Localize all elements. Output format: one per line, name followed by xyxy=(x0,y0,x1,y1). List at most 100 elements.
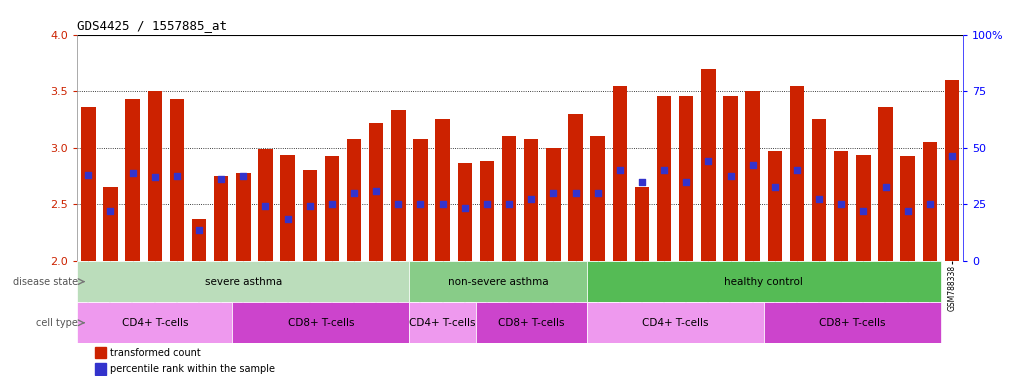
Point xyxy=(125,170,141,176)
Point xyxy=(80,172,97,178)
Bar xyxy=(634,187,649,261)
Bar xyxy=(587,302,764,343)
Point xyxy=(102,208,118,214)
Bar xyxy=(746,91,760,261)
Bar xyxy=(214,176,229,261)
Point xyxy=(568,190,584,196)
Point xyxy=(501,201,517,207)
Point xyxy=(766,184,783,190)
Bar xyxy=(679,96,693,261)
Bar xyxy=(476,302,587,343)
Point xyxy=(456,205,473,211)
Point xyxy=(922,201,938,207)
Bar xyxy=(900,156,915,261)
Text: cell type: cell type xyxy=(36,318,77,328)
Point xyxy=(612,167,628,174)
Text: non-severe asthma: non-severe asthma xyxy=(448,276,548,286)
Bar xyxy=(347,139,362,261)
Point xyxy=(346,190,363,196)
Bar xyxy=(856,155,870,261)
Bar xyxy=(81,107,96,261)
Bar xyxy=(436,119,450,261)
Point xyxy=(169,173,185,179)
Text: disease state: disease state xyxy=(12,276,77,286)
Bar xyxy=(147,91,162,261)
Point xyxy=(368,188,384,194)
Point xyxy=(633,179,650,185)
Bar xyxy=(524,139,539,261)
Bar xyxy=(764,302,941,343)
Point xyxy=(235,173,251,179)
Bar xyxy=(369,123,383,261)
Point xyxy=(302,202,318,209)
Text: CD4+ T-cells: CD4+ T-cells xyxy=(409,318,476,328)
Point xyxy=(545,190,561,196)
Point xyxy=(700,158,717,164)
Bar xyxy=(945,80,959,261)
Point xyxy=(678,179,694,185)
Bar xyxy=(103,187,117,261)
Text: GDS4425 / 1557885_at: GDS4425 / 1557885_at xyxy=(77,19,228,32)
Bar xyxy=(790,86,804,261)
Text: transformed count: transformed count xyxy=(110,348,201,358)
Text: CD4+ T-cells: CD4+ T-cells xyxy=(642,318,709,328)
Text: healthy control: healthy control xyxy=(724,276,803,286)
Point xyxy=(390,201,407,207)
Bar xyxy=(259,149,273,261)
Point xyxy=(146,174,163,180)
Bar xyxy=(77,302,233,343)
Bar xyxy=(879,107,893,261)
Bar xyxy=(923,142,937,261)
Point xyxy=(191,227,207,233)
Point xyxy=(899,208,916,214)
Point xyxy=(656,167,673,174)
Bar xyxy=(701,68,716,261)
Bar xyxy=(324,156,339,261)
Bar xyxy=(587,261,941,302)
Bar xyxy=(723,96,737,261)
Bar xyxy=(77,261,410,302)
Bar xyxy=(233,302,410,343)
Bar xyxy=(502,136,516,261)
Point xyxy=(855,208,871,214)
Text: CD8+ T-cells: CD8+ T-cells xyxy=(497,318,564,328)
Point xyxy=(878,184,894,190)
Point xyxy=(943,153,960,159)
Point xyxy=(589,190,606,196)
Bar xyxy=(590,136,605,261)
Bar xyxy=(569,114,583,261)
Bar xyxy=(95,363,106,375)
Point xyxy=(722,173,739,179)
Bar xyxy=(767,151,782,261)
Text: severe asthma: severe asthma xyxy=(205,276,282,286)
Bar xyxy=(126,99,140,261)
Point xyxy=(789,167,805,174)
Bar xyxy=(95,347,106,358)
Bar xyxy=(391,111,406,261)
Bar xyxy=(480,161,494,261)
Text: CD8+ T-cells: CD8+ T-cells xyxy=(287,318,354,328)
Point xyxy=(435,201,451,207)
Point xyxy=(213,176,230,182)
Bar xyxy=(546,148,560,261)
Bar xyxy=(812,119,826,261)
Text: CD8+ T-cells: CD8+ T-cells xyxy=(819,318,886,328)
Point xyxy=(811,196,827,202)
Bar xyxy=(410,261,587,302)
Point xyxy=(479,201,495,207)
Point xyxy=(523,196,540,202)
Point xyxy=(323,201,340,207)
Bar xyxy=(192,219,206,261)
Text: CD4+ T-cells: CD4+ T-cells xyxy=(122,318,188,328)
Point xyxy=(833,201,850,207)
Bar xyxy=(280,155,295,261)
Bar xyxy=(413,139,427,261)
Bar xyxy=(170,99,184,261)
Bar xyxy=(657,96,672,261)
Point xyxy=(412,201,428,207)
Point xyxy=(279,216,296,222)
Bar xyxy=(457,162,472,261)
Bar xyxy=(613,86,627,261)
Point xyxy=(258,202,274,209)
Text: percentile rank within the sample: percentile rank within the sample xyxy=(110,364,275,374)
